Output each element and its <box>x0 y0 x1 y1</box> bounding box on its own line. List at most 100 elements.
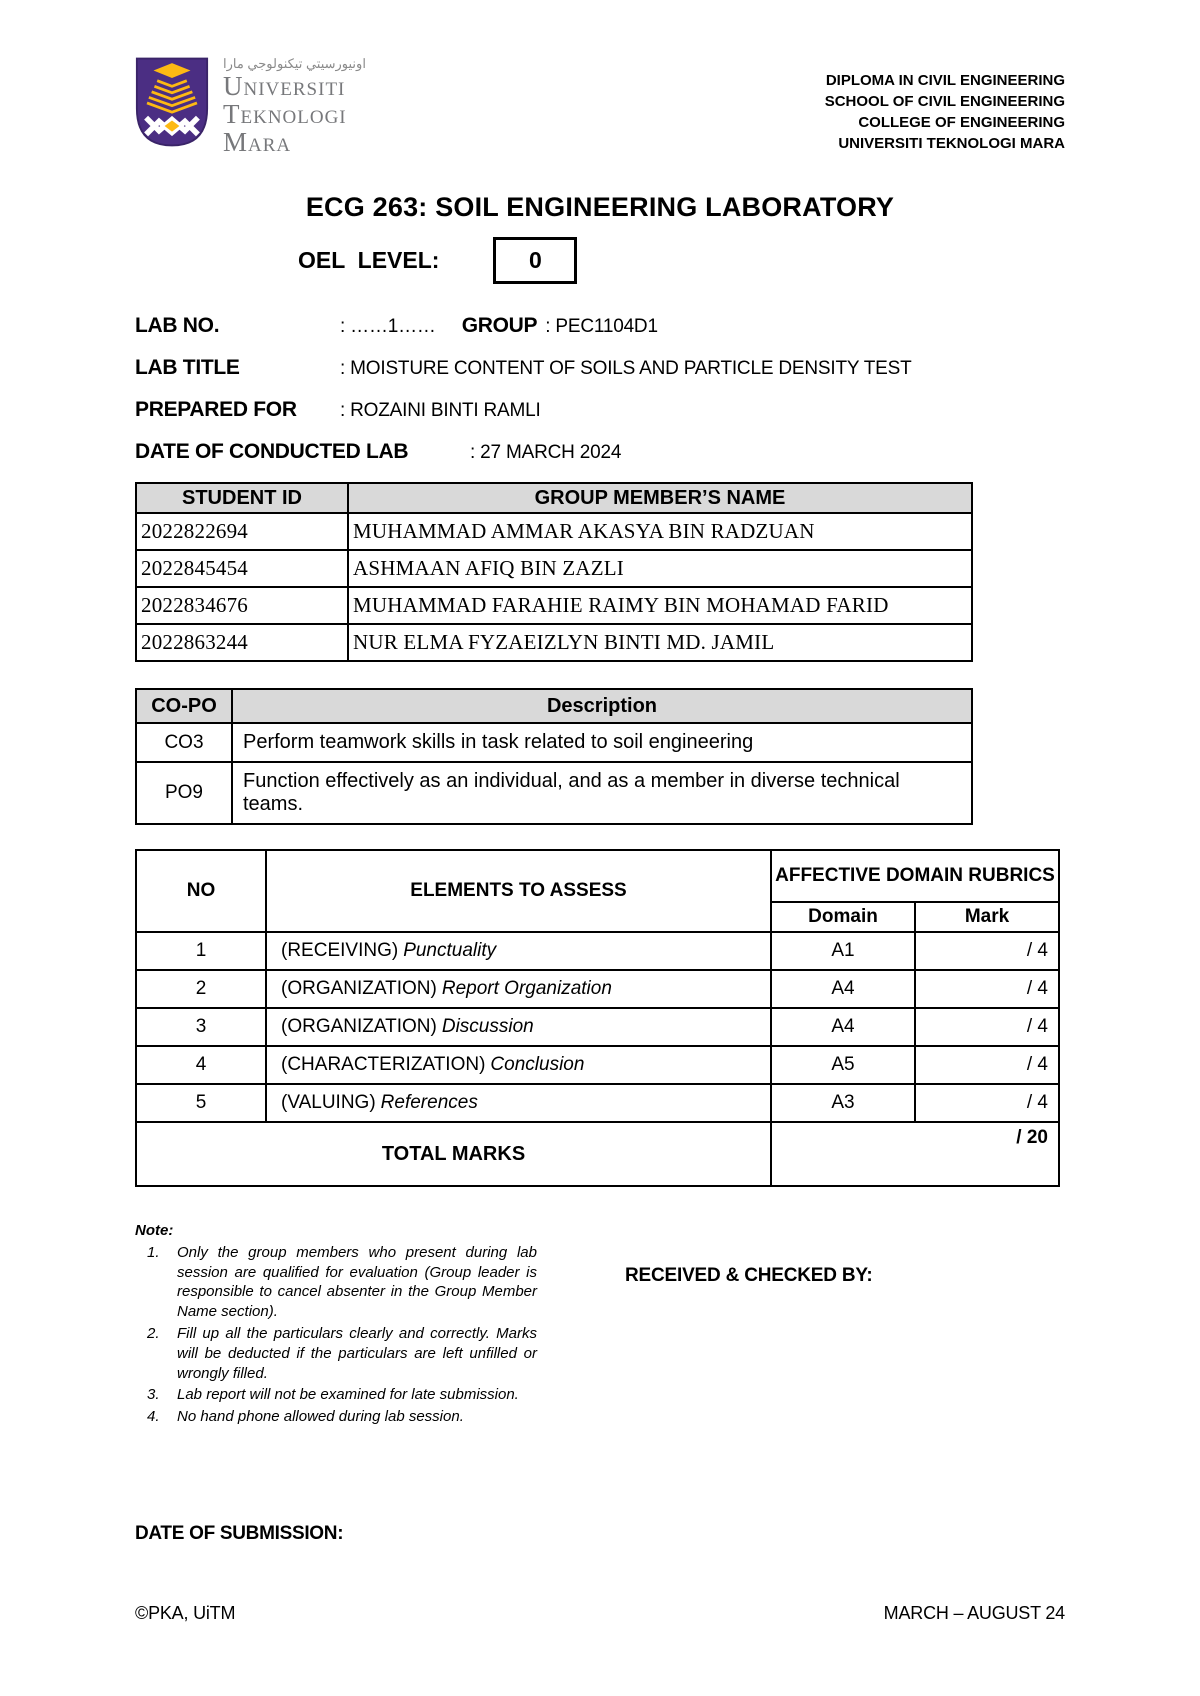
member-name-cell: MUHAMMAD FARAHIE RAIMY BIN MOHAMAD FARID <box>347 586 973 625</box>
po-code-cell: PO9 <box>135 761 233 825</box>
row-number-cell: 1 <box>135 931 267 971</box>
element-name: Report Organization <box>441 978 612 999</box>
mark-cell: / 4 <box>914 1045 1060 1085</box>
table-row: 2022863244 NUR ELMA FYZAEIZLYN BINTI MD.… <box>135 623 973 662</box>
group-value: : PEC1104D1 <box>545 316 658 337</box>
date-of-submission-label: DATE OF SUBMISSION: <box>135 1522 344 1544</box>
lab-no-value: : ……1…… <box>340 316 436 337</box>
elements-header: ELEMENTS TO ASSESS <box>265 849 772 933</box>
lab-no-label: LAB NO. <box>135 314 220 337</box>
element-cell: (RECEIVING) Punctuality <box>265 931 772 971</box>
student-id-header: STUDENT ID <box>135 482 349 514</box>
date-conducted-value: : 27 MARCH 2024 <box>470 442 622 463</box>
mark-cell: / 4 <box>914 1083 1060 1123</box>
member-name-cell: ASHMAAN AFIQ BIN ZAZLI <box>347 549 973 588</box>
mark-cell: / 4 <box>914 931 1060 971</box>
uitm-wordmark-line1: Universiti <box>223 71 346 101</box>
table-row: 4 (CHARACTERIZATION) Conclusion A5 / 4 <box>135 1045 1060 1085</box>
oel-level-label: OEL LEVEL: <box>298 247 440 273</box>
rubrics-group-header-row: NO ELEMENTS TO ASSESS AFFECTIVE DOMAIN R… <box>135 849 1060 933</box>
member-name-cell: NUR ELMA FYZAEIZLYN BINTI MD. JAMIL <box>347 623 973 662</box>
table-header-row: CO-PO Description <box>135 688 973 724</box>
domain-cell: A5 <box>770 1045 916 1085</box>
uitm-logo: اونيورسيتي تيكنولوجي مارا Universiti Tek… <box>135 56 366 156</box>
group-members-table: STUDENT ID GROUP MEMBER’S NAME 202282269… <box>135 482 973 662</box>
domain-cell: A4 <box>770 1007 916 1047</box>
table-row: CO3 Perform teamwork skills in task rela… <box>135 722 973 763</box>
received-checked-by-label: RECEIVED & CHECKED BY: <box>625 1265 873 1286</box>
course-title: ECG 263: SOIL ENGINEERING LABORATORY <box>305 192 895 222</box>
table-row: 3 (ORGANIZATION) Discussion A4 / 4 <box>135 1007 1060 1047</box>
note-number: 3. <box>147 1386 160 1404</box>
element-category: (RECEIVING) <box>281 940 399 961</box>
table-header-row: STUDENT ID GROUP MEMBER’S NAME <box>135 482 973 514</box>
prepared-for-value: : ROZAINI BINTI RAMLI <box>340 400 541 421</box>
row-number-cell: 2 <box>135 969 267 1009</box>
affective-domain-header: AFFECTIVE DOMAIN RUBRICS <box>770 849 1060 903</box>
po-description-cell: Function effectively as an individual, a… <box>231 761 973 825</box>
note-text: No hand phone allowed during lab session… <box>177 1408 464 1426</box>
page-footer: ©PKA, UiTM MARCH – AUGUST 24 <box>135 1603 1065 1624</box>
table-row: 2022845454 ASHMAAN AFIQ BIN ZAZLI <box>135 549 973 588</box>
domain-header: Domain <box>770 901 916 933</box>
uitm-wordmark-line3: Mara <box>223 127 292 158</box>
lab-title-label: LAB TITLE <box>135 356 240 379</box>
rubrics-sub-header-row: Domain Mark <box>136 901 1060 933</box>
footer-semester: MARCH – AUGUST 24 <box>883 1603 1066 1623</box>
note-number: 1. <box>147 1243 160 1261</box>
date-conducted-label: DATE OF CONDUCTED LAB <box>135 440 409 463</box>
table-row: 1 (RECEIVING) Punctuality A1 / 4 <box>135 931 1060 971</box>
faculty-header-block: DIPLOMA IN CIVIL ENGINEERING SCHOOL OF C… <box>825 56 1065 154</box>
element-category: (ORGANIZATION) <box>281 1016 437 1037</box>
uitm-logo-text: اونيورسيتي تيكنولوجي مارا Universiti Tek… <box>223 56 366 156</box>
faculty-line-college: COLLEGE OF ENGINEERING <box>858 114 1065 131</box>
student-id-cell: 2022863244 <box>135 623 349 662</box>
mark-cell: / 4 <box>914 969 1060 1009</box>
total-marks-label: TOTAL MARKS <box>135 1121 772 1187</box>
co-po-table: CO-PO Description CO3 Perform teamwork s… <box>135 688 973 825</box>
note-number: 2. <box>147 1324 160 1342</box>
domain-cell: A4 <box>770 969 916 1009</box>
row-number-cell: 5 <box>135 1083 267 1123</box>
no-header: NO <box>135 849 267 933</box>
date-conducted-row: DATE OF CONDUCTED LAB : 27 MARCH 2024 <box>135 440 1065 464</box>
footer-copyright: ©PKA, UiTM <box>135 1603 236 1623</box>
element-cell: (CHARACTERIZATION) Conclusion <box>265 1045 772 1085</box>
element-category: (VALUING) <box>281 1092 376 1113</box>
lab-info-section: LAB NO. : ……1…… GROUP : PEC1104D1 LAB TI… <box>135 314 1065 464</box>
table-row: 2022822694 MUHAMMAD AMMAR AKASYA BIN RAD… <box>135 512 973 551</box>
faculty-line-programme: DIPLOMA IN CIVIL ENGINEERING <box>825 72 1065 89</box>
faculty-line-university: UNIVERSITI TEKNOLOGI MARA <box>838 135 1065 152</box>
assessment-rubrics-table: NO ELEMENTS TO ASSESS AFFECTIVE DOMAIN R… <box>135 849 1060 1187</box>
element-name: Discussion <box>441 1016 534 1037</box>
notes-title: Note: <box>135 1222 174 1239</box>
domain-cell: A1 <box>770 931 916 971</box>
lab-no-row: LAB NO. : ……1…… GROUP : PEC1104D1 <box>135 314 1065 338</box>
total-marks-row: TOTAL MARKS / 20 <box>135 1121 1060 1187</box>
table-row: 5 (VALUING) References A3 / 4 <box>135 1083 1060 1123</box>
note-text: Fill up all the particulars clearly and … <box>177 1324 537 1382</box>
mark-header: Mark <box>914 901 1060 933</box>
notes-section: Note: 1. Only the group members who pres… <box>135 1221 1065 1427</box>
uitm-jawi-script: اونيورسيتي تيكنولوجي مارا <box>223 56 366 71</box>
note-text: Only the group members who present durin… <box>177 1243 537 1321</box>
prepared-for-label: PREPARED FOR <box>135 398 297 421</box>
element-name: Conclusion <box>490 1054 585 1075</box>
student-id-cell: 2022834676 <box>135 586 349 625</box>
note-text: Lab report will not be examined for late… <box>177 1386 519 1404</box>
total-marks-value: / 20 <box>770 1121 1060 1187</box>
oel-level-row: OEL LEVEL: 0 <box>298 237 1065 284</box>
lab-title-row: LAB TITLE : MOISTURE CONTENT OF SOILS AN… <box>135 356 1065 380</box>
element-cell: (VALUING) References <box>265 1083 772 1123</box>
group-label: GROUP <box>461 314 538 337</box>
student-id-cell: 2022845454 <box>135 549 349 588</box>
description-header: Description <box>231 688 973 724</box>
list-item: 1. Only the group members who present du… <box>135 1243 537 1322</box>
oel-level-box: 0 <box>493 237 578 284</box>
row-number-cell: 4 <box>135 1045 267 1085</box>
faculty-line-school: SCHOOL OF CIVIL ENGINEERING <box>824 93 1065 110</box>
note-number: 4. <box>147 1408 160 1426</box>
notes-block: Note: 1. Only the group members who pres… <box>135 1221 537 1427</box>
student-id-cell: 2022822694 <box>135 512 349 551</box>
